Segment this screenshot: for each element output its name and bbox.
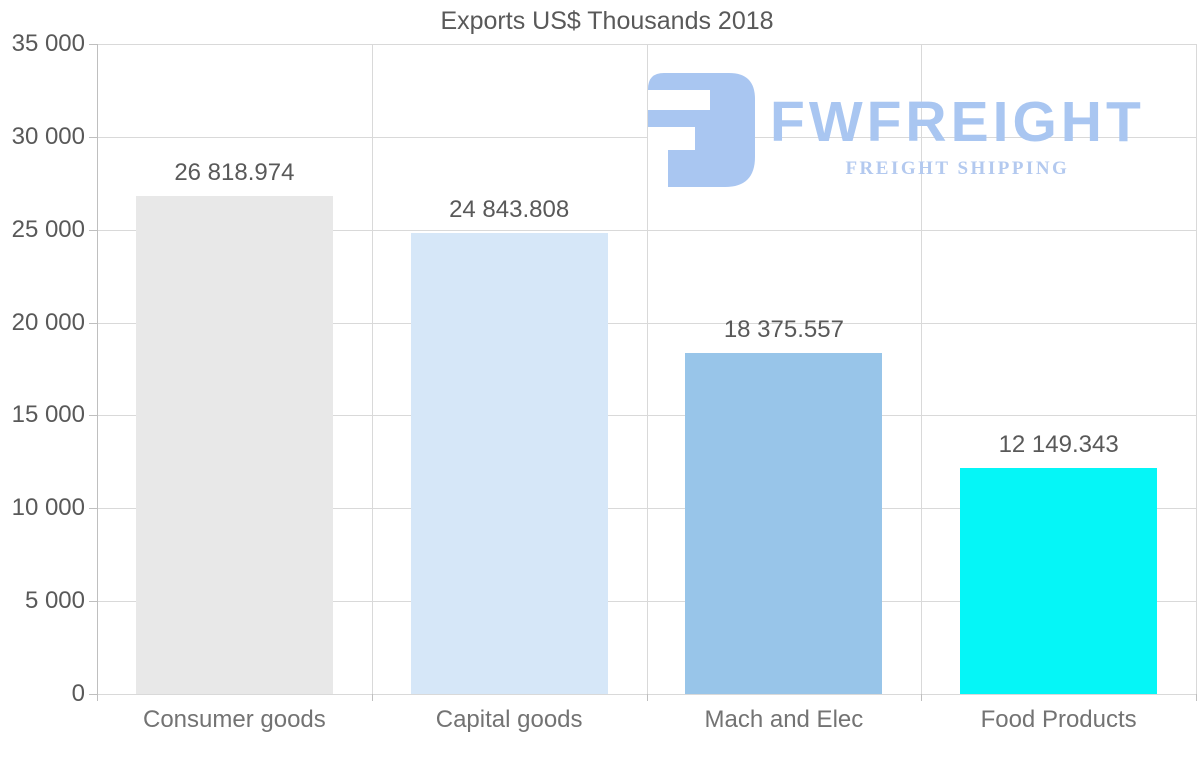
y-axis-tick-label: 5 000: [24, 587, 85, 615]
bar-value-label: 12 149.343: [998, 431, 1119, 459]
y-axis-tick-label: 25 000: [11, 215, 85, 243]
y-axis-tick-label: 15 000: [11, 401, 85, 429]
category-label: Capital goods: [435, 706, 583, 733]
plot-area: 0 5 000 10 000 15 000 20 000 25 000 30 000 35 0…: [12, 30, 1197, 733]
gridline-horizontal: [97, 508, 1196, 510]
gridline-horizontal: [97, 694, 1196, 695]
logo-wordmark: FWFREIGHT: [770, 90, 1145, 154]
y-axis-tick: [89, 136, 97, 138]
y-axis-line: [97, 44, 98, 701]
gridline-vertical: [1196, 44, 1197, 694]
gridline-horizontal: [97, 44, 1196, 45]
category-label: Consumer goods: [142, 706, 326, 733]
y-axis-tick: [89, 508, 97, 510]
x-axis-tick: [921, 694, 922, 701]
y-axis-tick-label: 10 000: [11, 494, 85, 522]
bar-consumer-goods: [135, 195, 333, 694]
bar-capital-goods: [410, 232, 608, 694]
bar-value-label: 18 375.557: [723, 315, 844, 343]
gridline-vertical: [921, 44, 922, 694]
gridline-horizontal: [97, 601, 1196, 603]
y-axis-tick: [89, 694, 97, 695]
x-axis-tick: [1196, 694, 1197, 701]
fwfreight-logo: FWFREIGHT FREIGHT SHIPPING: [648, 73, 1145, 187]
x-axis-tick: [647, 694, 648, 701]
y-axis-tick: [89, 44, 97, 45]
bar-value-label: 26 818.974: [174, 158, 295, 186]
chart-title: Exports US$ Thousands 2018: [440, 7, 774, 35]
gridline-horizontal: [97, 136, 1196, 138]
y-axis-tick-label: 0: [71, 680, 85, 707]
y-axis-tick: [89, 415, 97, 417]
category-label: Food Products: [980, 706, 1137, 733]
y-axis-tick: [89, 229, 97, 231]
y-axis-tick: [89, 601, 97, 603]
y-axis-tick-label: 35 000: [11, 30, 85, 57]
bar-value-label: 24 843.808: [449, 195, 570, 223]
y-axis-tick-label: 30 000: [11, 122, 85, 150]
y-axis-tick: [89, 322, 97, 324]
category-label: Mach and Elec: [704, 706, 864, 733]
gridline-vertical: [647, 44, 648, 694]
logo-subtitle: FREIGHT SHIPPING: [845, 158, 1070, 179]
fwfreight-logo-icon: [648, 73, 755, 187]
gridline-vertical: [372, 44, 373, 694]
gridline-horizontal: [97, 322, 1196, 324]
bar-food-products: [960, 468, 1158, 694]
y-axis-tick-label: 20 000: [11, 308, 85, 336]
logo-text-block: FWFREIGHT FREIGHT SHIPPING: [770, 94, 1145, 180]
gridline-horizontal: [97, 229, 1196, 231]
x-axis-tick: [372, 694, 373, 701]
gridline-horizontal: [97, 415, 1196, 417]
bar-mach-and-elec: [685, 352, 883, 694]
